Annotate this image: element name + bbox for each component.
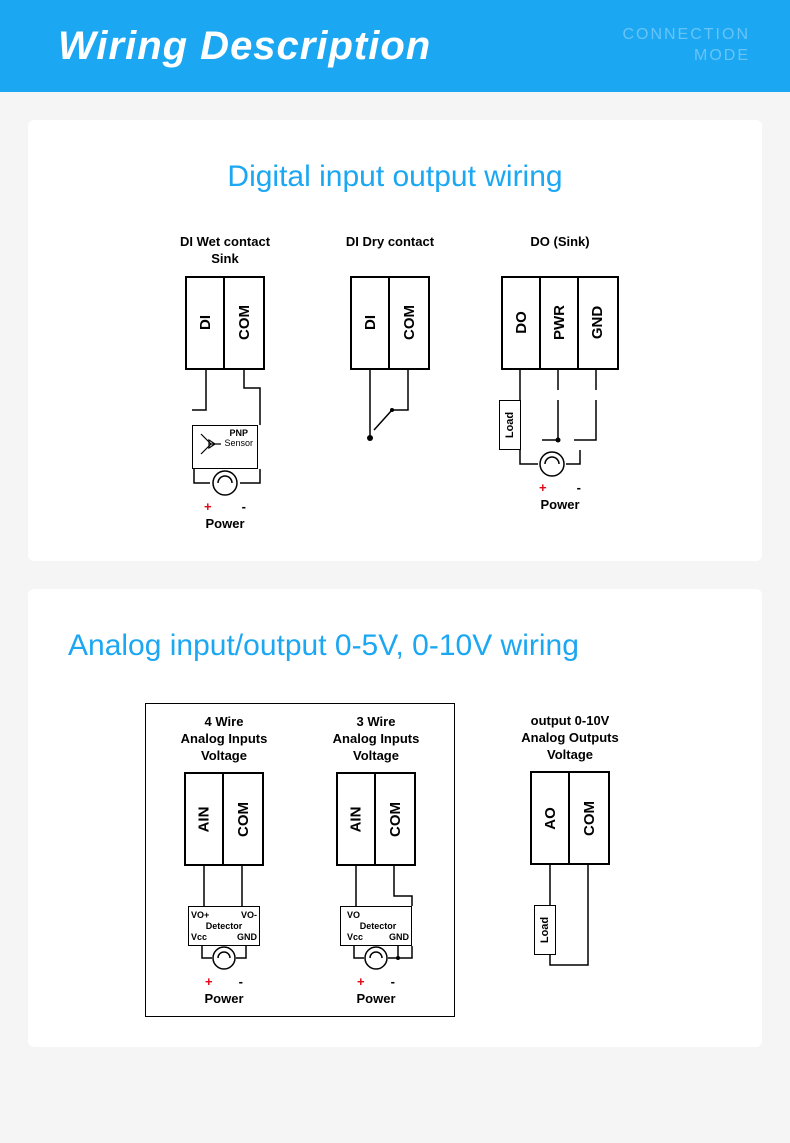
terminal-ain: AIN: [338, 774, 376, 864]
plus-icon: +: [204, 499, 212, 514]
ao-wires-bottom: [520, 955, 620, 975]
do-power-label: Power: [540, 497, 579, 512]
4wire-polarity: + -: [205, 974, 243, 989]
do-sink-title: DO (Sink): [530, 234, 589, 268]
terminal-com: COM: [570, 773, 608, 863]
diagram-do-sink: DO (Sink) DO PWR GND Load: [470, 234, 650, 531]
do-load-box: Load: [499, 400, 521, 450]
diagram-di-wet: DI Wet contact Sink DI COM PNP Sensor: [140, 234, 310, 531]
minus-icon: -: [239, 974, 243, 989]
digital-diagrams-row: DI Wet contact Sink DI COM PNP Sensor: [48, 234, 742, 531]
3wire-wires: [326, 866, 426, 906]
pnp-sensor-icon: [195, 430, 225, 466]
minus-icon: -: [391, 974, 395, 989]
4wire-terminals: AIN COM: [184, 772, 264, 866]
terminal-ao: AO: [532, 773, 570, 863]
do-sink-power-wires: [490, 450, 630, 480]
4wire-detector-box: VO+VO- Detector VccGND: [188, 906, 260, 946]
section1-title: Digital input output wiring: [48, 160, 742, 194]
ao-load-box: Load: [534, 905, 556, 955]
di-dry-terminals: DI COM: [350, 276, 430, 370]
di-wet-title: DI Wet contact Sink: [180, 234, 270, 268]
terminal-com: COM: [225, 278, 263, 368]
header-banner: Wiring Description CONNECTION MODE: [0, 0, 790, 92]
terminal-com: COM: [224, 774, 262, 864]
banner-subtitle: CONNECTION MODE: [622, 25, 750, 67]
di-wet-terminals: DI COM: [185, 276, 265, 370]
terminal-com: COM: [390, 278, 428, 368]
terminal-pwr: PWR: [541, 278, 579, 368]
terminal-di: DI: [352, 278, 390, 368]
ao-terminals: AO COM: [530, 771, 610, 865]
diagram-3wire: 3 Wire Analog Inputs Voltage AIN COM VO …: [306, 714, 446, 1007]
3wire-power-label: Power: [356, 991, 395, 1006]
ao-wires-side: [570, 905, 620, 955]
ao-title: output 0-10V Analog Outputs Voltage: [521, 713, 619, 764]
4wire-power-wires: [174, 946, 274, 974]
plus-icon: +: [539, 480, 547, 495]
terminal-com: COM: [376, 774, 414, 864]
di-wet-wires: [160, 370, 290, 425]
plus-icon: +: [205, 974, 213, 989]
di-dry-title: DI Dry contact: [346, 234, 434, 268]
diagram-ao: output 0-10V Analog Outputs Voltage AO C…: [495, 703, 645, 976]
terminal-do: DO: [503, 278, 541, 368]
ao-wires-top: [520, 865, 620, 905]
diagram-di-dry: DI Dry contact DI COM: [320, 234, 460, 531]
do-sink-terminals: DO PWR GND: [501, 276, 619, 370]
minus-icon: -: [577, 480, 581, 495]
di-wet-power-label: Power: [205, 516, 244, 531]
3wire-polarity: + -: [357, 974, 395, 989]
diagram-4wire: 4 Wire Analog Inputs Voltage AIN COM VO+…: [154, 714, 294, 1007]
3wire-title: 3 Wire Analog Inputs Voltage: [333, 714, 420, 765]
do-sink-wires-mid: [530, 400, 630, 450]
do-polarity: + -: [539, 480, 581, 495]
analog-diagrams-row: 4 Wire Analog Inputs Voltage AIN COM VO+…: [48, 703, 742, 1018]
3wire-terminals: AIN COM: [336, 772, 416, 866]
3wire-detector-box: VO Detector VccGND: [340, 906, 412, 946]
di-dry-switch: [340, 370, 440, 460]
pnp-sensor-box: PNP Sensor: [192, 425, 258, 469]
4wire-title: 4 Wire Analog Inputs Voltage: [181, 714, 268, 765]
minus-icon: -: [242, 499, 246, 514]
plus-icon: +: [357, 974, 365, 989]
4wire-power-label: Power: [204, 991, 243, 1006]
terminal-ain: AIN: [186, 774, 224, 864]
3wire-power-wires: [326, 946, 426, 974]
terminal-di: DI: [187, 278, 225, 368]
terminal-gnd: GND: [579, 278, 617, 368]
card-digital-io: Digital input output wiring DI Wet conta…: [28, 120, 762, 561]
di-wet-power-wires: [160, 469, 290, 499]
analog-input-frame: 4 Wire Analog Inputs Voltage AIN COM VO+…: [145, 703, 455, 1018]
4wire-wires: [174, 866, 274, 906]
banner-title: Wiring Description: [58, 24, 431, 69]
di-wet-polarity: + -: [204, 499, 246, 514]
section2-title: Analog input/output 0-5V, 0-10V wiring: [48, 629, 742, 663]
do-sink-wires-top: [490, 370, 630, 400]
card-analog-io: Analog input/output 0-5V, 0-10V wiring 4…: [28, 589, 762, 1048]
